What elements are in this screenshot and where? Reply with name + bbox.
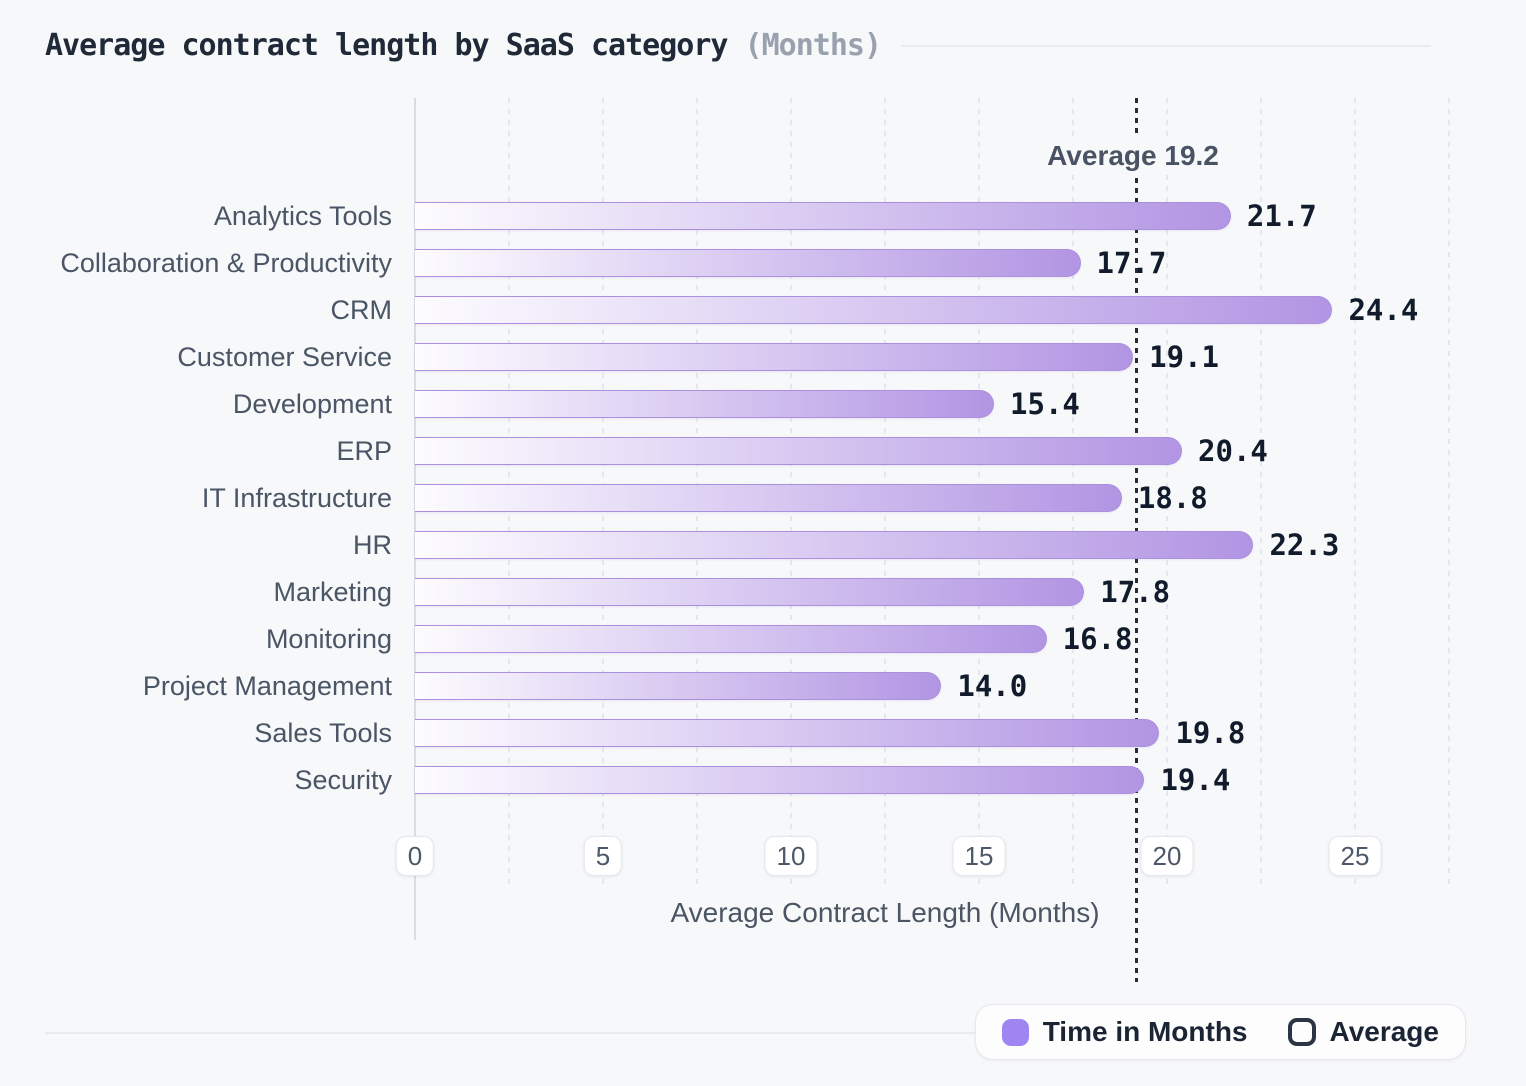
bar bbox=[415, 484, 1122, 512]
value-label: 20.4 bbox=[1198, 434, 1268, 468]
bar bbox=[415, 672, 942, 700]
legend-item-time-in-months[interactable]: Time in Months bbox=[1001, 1016, 1248, 1048]
chart-title: Average contract length by SaaS category… bbox=[45, 28, 882, 63]
gridline bbox=[1354, 98, 1356, 888]
bar bbox=[415, 578, 1085, 606]
bar bbox=[415, 296, 1333, 324]
value-label: 16.8 bbox=[1062, 622, 1133, 656]
category-label: Sales Tools bbox=[254, 718, 392, 748]
chart-header: Average contract length by SaaS category… bbox=[45, 28, 1431, 63]
category-label: HR bbox=[353, 530, 392, 560]
value-label: 21.7 bbox=[1246, 199, 1317, 233]
legend-item-average[interactable]: Average bbox=[1287, 1016, 1439, 1048]
bar bbox=[415, 249, 1081, 277]
value-label: 19.4 bbox=[1160, 763, 1231, 797]
x-tick-label: 10 bbox=[764, 836, 818, 876]
bar bbox=[415, 719, 1160, 747]
value-label: 18.8 bbox=[1137, 481, 1208, 515]
value-label: 22.3 bbox=[1269, 528, 1340, 562]
bar bbox=[415, 531, 1254, 559]
x-tick-label: 20 bbox=[1140, 836, 1194, 876]
category-label: Project Management bbox=[142, 671, 392, 701]
chart-title-main: Average contract length by SaaS category bbox=[45, 28, 728, 63]
value-label: 14.0 bbox=[957, 669, 1028, 703]
average-annotation: Average 19.2 bbox=[1035, 138, 1231, 174]
x-tick-label: 25 bbox=[1328, 836, 1382, 876]
value-label: 19.8 bbox=[1175, 716, 1246, 750]
footer-divider bbox=[45, 1032, 1005, 1034]
bar bbox=[415, 437, 1183, 465]
average-swatch-icon bbox=[1287, 1018, 1316, 1046]
bar bbox=[415, 390, 995, 418]
bar-swatch-icon bbox=[1001, 1018, 1029, 1046]
x-tick-label: 0 bbox=[395, 836, 435, 876]
category-label: ERP bbox=[336, 436, 392, 466]
legend-label: Time in Months bbox=[1042, 1016, 1248, 1047]
category-label: Analytics Tools bbox=[213, 201, 392, 231]
gridline bbox=[1448, 98, 1450, 888]
x-tick-label: 5 bbox=[583, 836, 623, 876]
value-label: 17.8 bbox=[1100, 575, 1171, 609]
legend: Time in Months Average bbox=[974, 1004, 1466, 1060]
category-label: Monitoring bbox=[265, 624, 392, 654]
chart-title-units: (Months) bbox=[744, 28, 882, 63]
category-label: Development bbox=[232, 389, 392, 419]
header-divider bbox=[901, 44, 1431, 47]
gridline bbox=[1260, 98, 1262, 888]
value-label: 15.4 bbox=[1010, 387, 1080, 421]
value-label: 19.1 bbox=[1149, 340, 1219, 374]
bar bbox=[415, 343, 1134, 371]
category-label: Collaboration & Productivity bbox=[60, 248, 392, 278]
value-label: 24.4 bbox=[1348, 293, 1419, 327]
y-axis-line bbox=[414, 98, 416, 940]
x-tick-label: 15 bbox=[952, 836, 1006, 876]
category-label: Customer Service bbox=[177, 342, 392, 372]
value-label: 17.7 bbox=[1096, 246, 1167, 280]
bar bbox=[415, 202, 1231, 230]
bar bbox=[415, 625, 1047, 653]
x-axis-title: Average Contract Length (Months) bbox=[670, 897, 1100, 928]
bar bbox=[415, 766, 1145, 794]
gridline bbox=[1166, 98, 1168, 888]
legend-label: Average bbox=[1329, 1016, 1439, 1047]
category-label: Security bbox=[294, 765, 392, 795]
category-label: Marketing bbox=[273, 577, 392, 607]
category-label: IT Infrastructure bbox=[201, 483, 392, 513]
category-label: CRM bbox=[330, 295, 393, 325]
